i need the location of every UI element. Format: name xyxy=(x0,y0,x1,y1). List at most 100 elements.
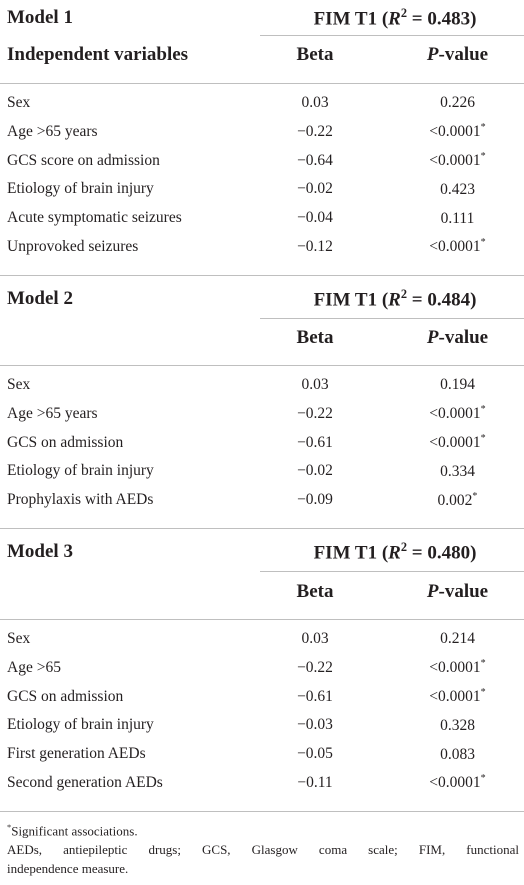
p-value-cell: <0.0001* xyxy=(395,237,520,256)
independent-variables-header: Independent variables xyxy=(7,44,189,65)
beta-header: Beta xyxy=(296,44,334,65)
p-value-text: 0.214 xyxy=(440,630,475,648)
table-row: Age >65 −0.22 <0.0001* xyxy=(0,655,524,681)
beta-cell: −0.12 xyxy=(297,238,333,255)
p-value-cell: 0.083 xyxy=(395,745,520,764)
p-value-text: <0.0001 xyxy=(429,152,481,170)
beta-cell: −0.02 xyxy=(297,462,333,480)
p-value-cell: <0.0001* xyxy=(395,122,520,141)
model-label: Model 1 xyxy=(7,7,73,28)
p-value-text: 0.423 xyxy=(440,180,475,198)
variable-cell: GCS on admission xyxy=(7,433,124,451)
model-3-title-row: Model 3 FIM T1 (R2 = 0.480) xyxy=(0,540,524,564)
model-label: Model 2 xyxy=(7,288,73,309)
beta-cell: −0.61 xyxy=(297,687,333,705)
significance-marker: * xyxy=(480,433,486,445)
divider xyxy=(0,811,524,812)
variable-cell: Sex xyxy=(7,376,31,393)
table-row: Etiology of brain injury −0.03 0.328 xyxy=(0,712,524,738)
variable-cell: Sex xyxy=(7,94,31,111)
fim-header: FIM T1 (R2 = 0.483) xyxy=(313,5,477,30)
divider xyxy=(0,528,524,529)
p-value-text: 0.002 xyxy=(437,491,473,509)
variable-cell: Sex xyxy=(7,630,31,647)
fim-header: FIM T1 (R2 = 0.480) xyxy=(313,539,477,564)
p-value-cell: 0.423 xyxy=(395,180,520,199)
beta-cell: −0.22 xyxy=(297,404,333,422)
table-row: Second generation AEDs −0.11 <0.0001* xyxy=(0,770,524,796)
variable-cell: Etiology of brain injury xyxy=(7,180,154,198)
table-row: First generation AEDs −0.05 0.083 xyxy=(0,741,524,767)
variable-cell: Second generation AEDs xyxy=(7,774,163,791)
significance-marker: * xyxy=(480,773,486,785)
table-row: GCS on admission −0.61 <0.0001* xyxy=(0,430,524,456)
significance-marker: * xyxy=(480,122,486,134)
beta-cell: −0.64 xyxy=(297,151,333,169)
significance-marker: * xyxy=(480,237,486,249)
significance-marker: * xyxy=(472,490,478,502)
column-header-row: Beta P-value xyxy=(0,579,524,605)
column-header-row: Beta P-value xyxy=(0,325,524,351)
table-footnotes: *Significant associations. AEDs, antiepi… xyxy=(7,818,519,878)
beta-cell: −0.02 xyxy=(297,180,333,198)
beta-cell: −0.04 xyxy=(297,209,333,227)
divider xyxy=(0,83,524,84)
p-value-text: <0.0001 xyxy=(429,434,481,452)
variable-cell: Etiology of brain injury xyxy=(7,462,154,480)
divider xyxy=(260,571,524,572)
beta-cell: −0.22 xyxy=(297,658,333,676)
fim-header: FIM T1 (R2 = 0.484) xyxy=(313,286,477,311)
p-value-cell: <0.0001* xyxy=(395,151,520,170)
column-header-row: Independent variables Beta P-value xyxy=(0,42,524,68)
table-row: Sex 0.03 0.214 xyxy=(0,626,524,652)
model-2-title-row: Model 2 FIM T1 (R2 = 0.484) xyxy=(0,287,524,311)
divider xyxy=(0,619,524,620)
model-label: Model 3 xyxy=(7,541,73,562)
beta-cell: −0.03 xyxy=(297,716,333,734)
p-value-cell: 0.226 xyxy=(395,93,520,112)
p-value-text: 0.111 xyxy=(440,209,475,227)
beta-cell: −0.11 xyxy=(297,774,333,791)
table-row: Prophylaxis with AEDs −0.09 0.002* xyxy=(0,487,524,513)
beta-header: Beta xyxy=(296,581,334,602)
divider xyxy=(260,318,524,319)
p-value-text: <0.0001 xyxy=(429,238,481,256)
table-row: Unprovoked seizures −0.12 <0.0001* xyxy=(0,234,524,260)
p-value-cell: 0.111 xyxy=(395,209,520,228)
p-value-text: <0.0001 xyxy=(429,688,481,706)
variable-cell: Prophylaxis with AEDs xyxy=(7,491,154,509)
table-row: Etiology of brain injury −0.02 0.334 xyxy=(0,458,524,484)
divider xyxy=(0,365,524,366)
p-value-text: 0.226 xyxy=(440,94,475,112)
p-value-cell: 0.328 xyxy=(395,716,520,735)
p-value-text: <0.0001 xyxy=(429,774,481,792)
table-row: GCS on admission −0.61 <0.0001* xyxy=(0,684,524,710)
table-row: Age >65 years −0.22 <0.0001* xyxy=(0,401,524,427)
variable-cell: Unprovoked seizures xyxy=(7,238,139,255)
beta-cell: 0.03 xyxy=(301,94,329,111)
beta-header: Beta xyxy=(296,327,334,348)
model-1-title-row: Model 1 FIM T1 (R2 = 0.483) xyxy=(0,6,524,30)
p-value-cell: <0.0001* xyxy=(395,433,520,452)
p-value-cell: 0.334 xyxy=(395,462,520,481)
p-value-cell: 0.194 xyxy=(395,375,520,394)
significance-marker: * xyxy=(480,687,486,699)
p-value-cell: <0.0001* xyxy=(395,658,520,677)
p-value-text: 0.083 xyxy=(440,745,475,763)
p-value-cell: 0.214 xyxy=(395,629,520,648)
variable-cell: Age >65 years xyxy=(7,404,98,422)
table-row: GCS score on admission −0.64 <0.0001* xyxy=(0,148,524,174)
beta-cell: −0.09 xyxy=(297,491,333,509)
p-value-cell: 0.002* xyxy=(395,491,520,510)
p-value-cell: <0.0001* xyxy=(395,404,520,423)
significance-footnote: *Significant associations. xyxy=(7,822,138,839)
p-value-header: P-value xyxy=(426,44,489,65)
variable-cell: Acute symptomatic seizures xyxy=(7,209,182,227)
variable-cell: Age >65 years xyxy=(7,122,98,140)
abbreviations-footnote-continued: independence measure. xyxy=(7,861,129,877)
divider xyxy=(260,35,524,36)
beta-cell: 0.03 xyxy=(301,630,329,647)
beta-cell: 0.03 xyxy=(301,376,329,393)
p-value-cell: <0.0001* xyxy=(395,773,520,792)
divider xyxy=(0,275,524,276)
